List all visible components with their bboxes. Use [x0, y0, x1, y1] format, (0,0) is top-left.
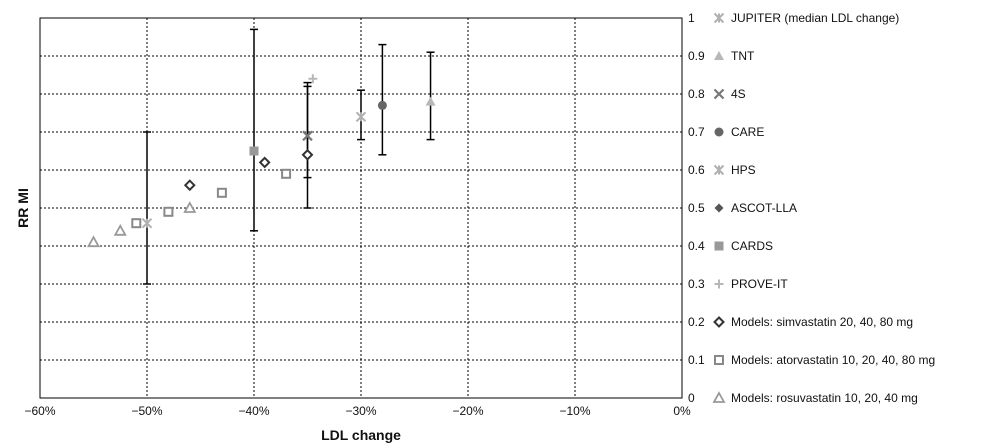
legend-marker — [712, 391, 726, 403]
data-point — [258, 156, 271, 169]
legend-label: JUPITER (median LDL change) — [731, 11, 899, 25]
legend-marker — [713, 164, 725, 176]
legend-label: ASCOT-LLA — [731, 201, 797, 215]
data-point — [131, 218, 142, 229]
x-axis-title: LDL change — [321, 427, 401, 443]
legend-marker — [714, 203, 724, 213]
x-tick-label: −40% — [238, 404, 269, 418]
y-tick-label: 0.8 — [688, 87, 705, 101]
legend-marker — [714, 241, 724, 251]
x-tick-label: −60% — [24, 404, 55, 418]
data-point — [355, 111, 367, 123]
y-tick-label: 0.2 — [688, 315, 705, 329]
plot-area — [39, 17, 683, 399]
legend-marker — [714, 51, 724, 60]
data-point — [425, 96, 436, 106]
x-tick-label: −50% — [131, 404, 162, 418]
legend-label: 4S — [731, 87, 746, 101]
data-point — [216, 187, 227, 198]
legend-label: Models: simvastatin 20, 40, 80 mg — [731, 315, 913, 329]
data-point — [163, 206, 174, 217]
y-tick-label: 0.3 — [688, 277, 705, 291]
x-tick-label: −10% — [559, 404, 590, 418]
y-axis-ticks: 0 0.1 0.2 0.3 0.4 0.5 0.6 0.7 0.8 0.9 1 — [688, 11, 705, 405]
x-tick-label: 0% — [673, 404, 691, 418]
data-point — [281, 168, 292, 179]
data-point — [308, 74, 318, 84]
y-tick-label: 0.7 — [688, 125, 705, 139]
y-tick-label: 0.5 — [688, 201, 705, 215]
legend-label: TNT — [731, 49, 755, 63]
y-tick-label: 0.1 — [688, 353, 705, 367]
legend-label: PROVE-IT — [731, 277, 788, 291]
data-point — [113, 223, 127, 236]
y-tick-label: 0.4 — [688, 239, 705, 253]
legend-label: Models: rosuvastatin 10, 20, 40 mg — [731, 391, 918, 405]
legend: JUPITER (median LDL change) TNT 4S CARE HPS A… — [712, 11, 935, 405]
legend-marker — [714, 355, 724, 365]
legend-marker — [713, 316, 725, 328]
data-point — [302, 130, 313, 142]
legend-marker — [714, 127, 724, 137]
data-point — [141, 217, 153, 229]
legend-marker — [714, 279, 724, 289]
error-bars — [143, 28, 435, 285]
grid-lines — [40, 18, 682, 398]
legend-label: HPS — [731, 163, 756, 177]
y-axis-title: RR MI — [15, 188, 31, 228]
legend-label: Models: atorvastatin 10, 20, 40, 80 mg — [731, 353, 935, 367]
data-point — [377, 100, 387, 110]
data-point — [301, 148, 314, 161]
y-tick-label: 0.9 — [688, 49, 705, 63]
y-tick-label: 0.6 — [688, 163, 705, 177]
y-tick-label: 1 — [688, 11, 695, 25]
legend-marker — [713, 12, 725, 24]
legend-marker — [713, 88, 725, 100]
data-points — [86, 74, 436, 248]
data-point — [183, 179, 196, 192]
x-axis-ticks: −60% −50% −40% −30% −20% −10% 0% — [24, 404, 691, 418]
data-point — [183, 201, 197, 213]
x-tick-label: −20% — [452, 404, 483, 418]
legend-label: CARDS — [731, 239, 773, 253]
data-point — [86, 235, 101, 248]
x-tick-label: −30% — [345, 404, 376, 418]
y-tick-label: 0 — [688, 391, 695, 405]
legend-label: CARE — [731, 125, 764, 139]
data-point — [249, 146, 259, 156]
